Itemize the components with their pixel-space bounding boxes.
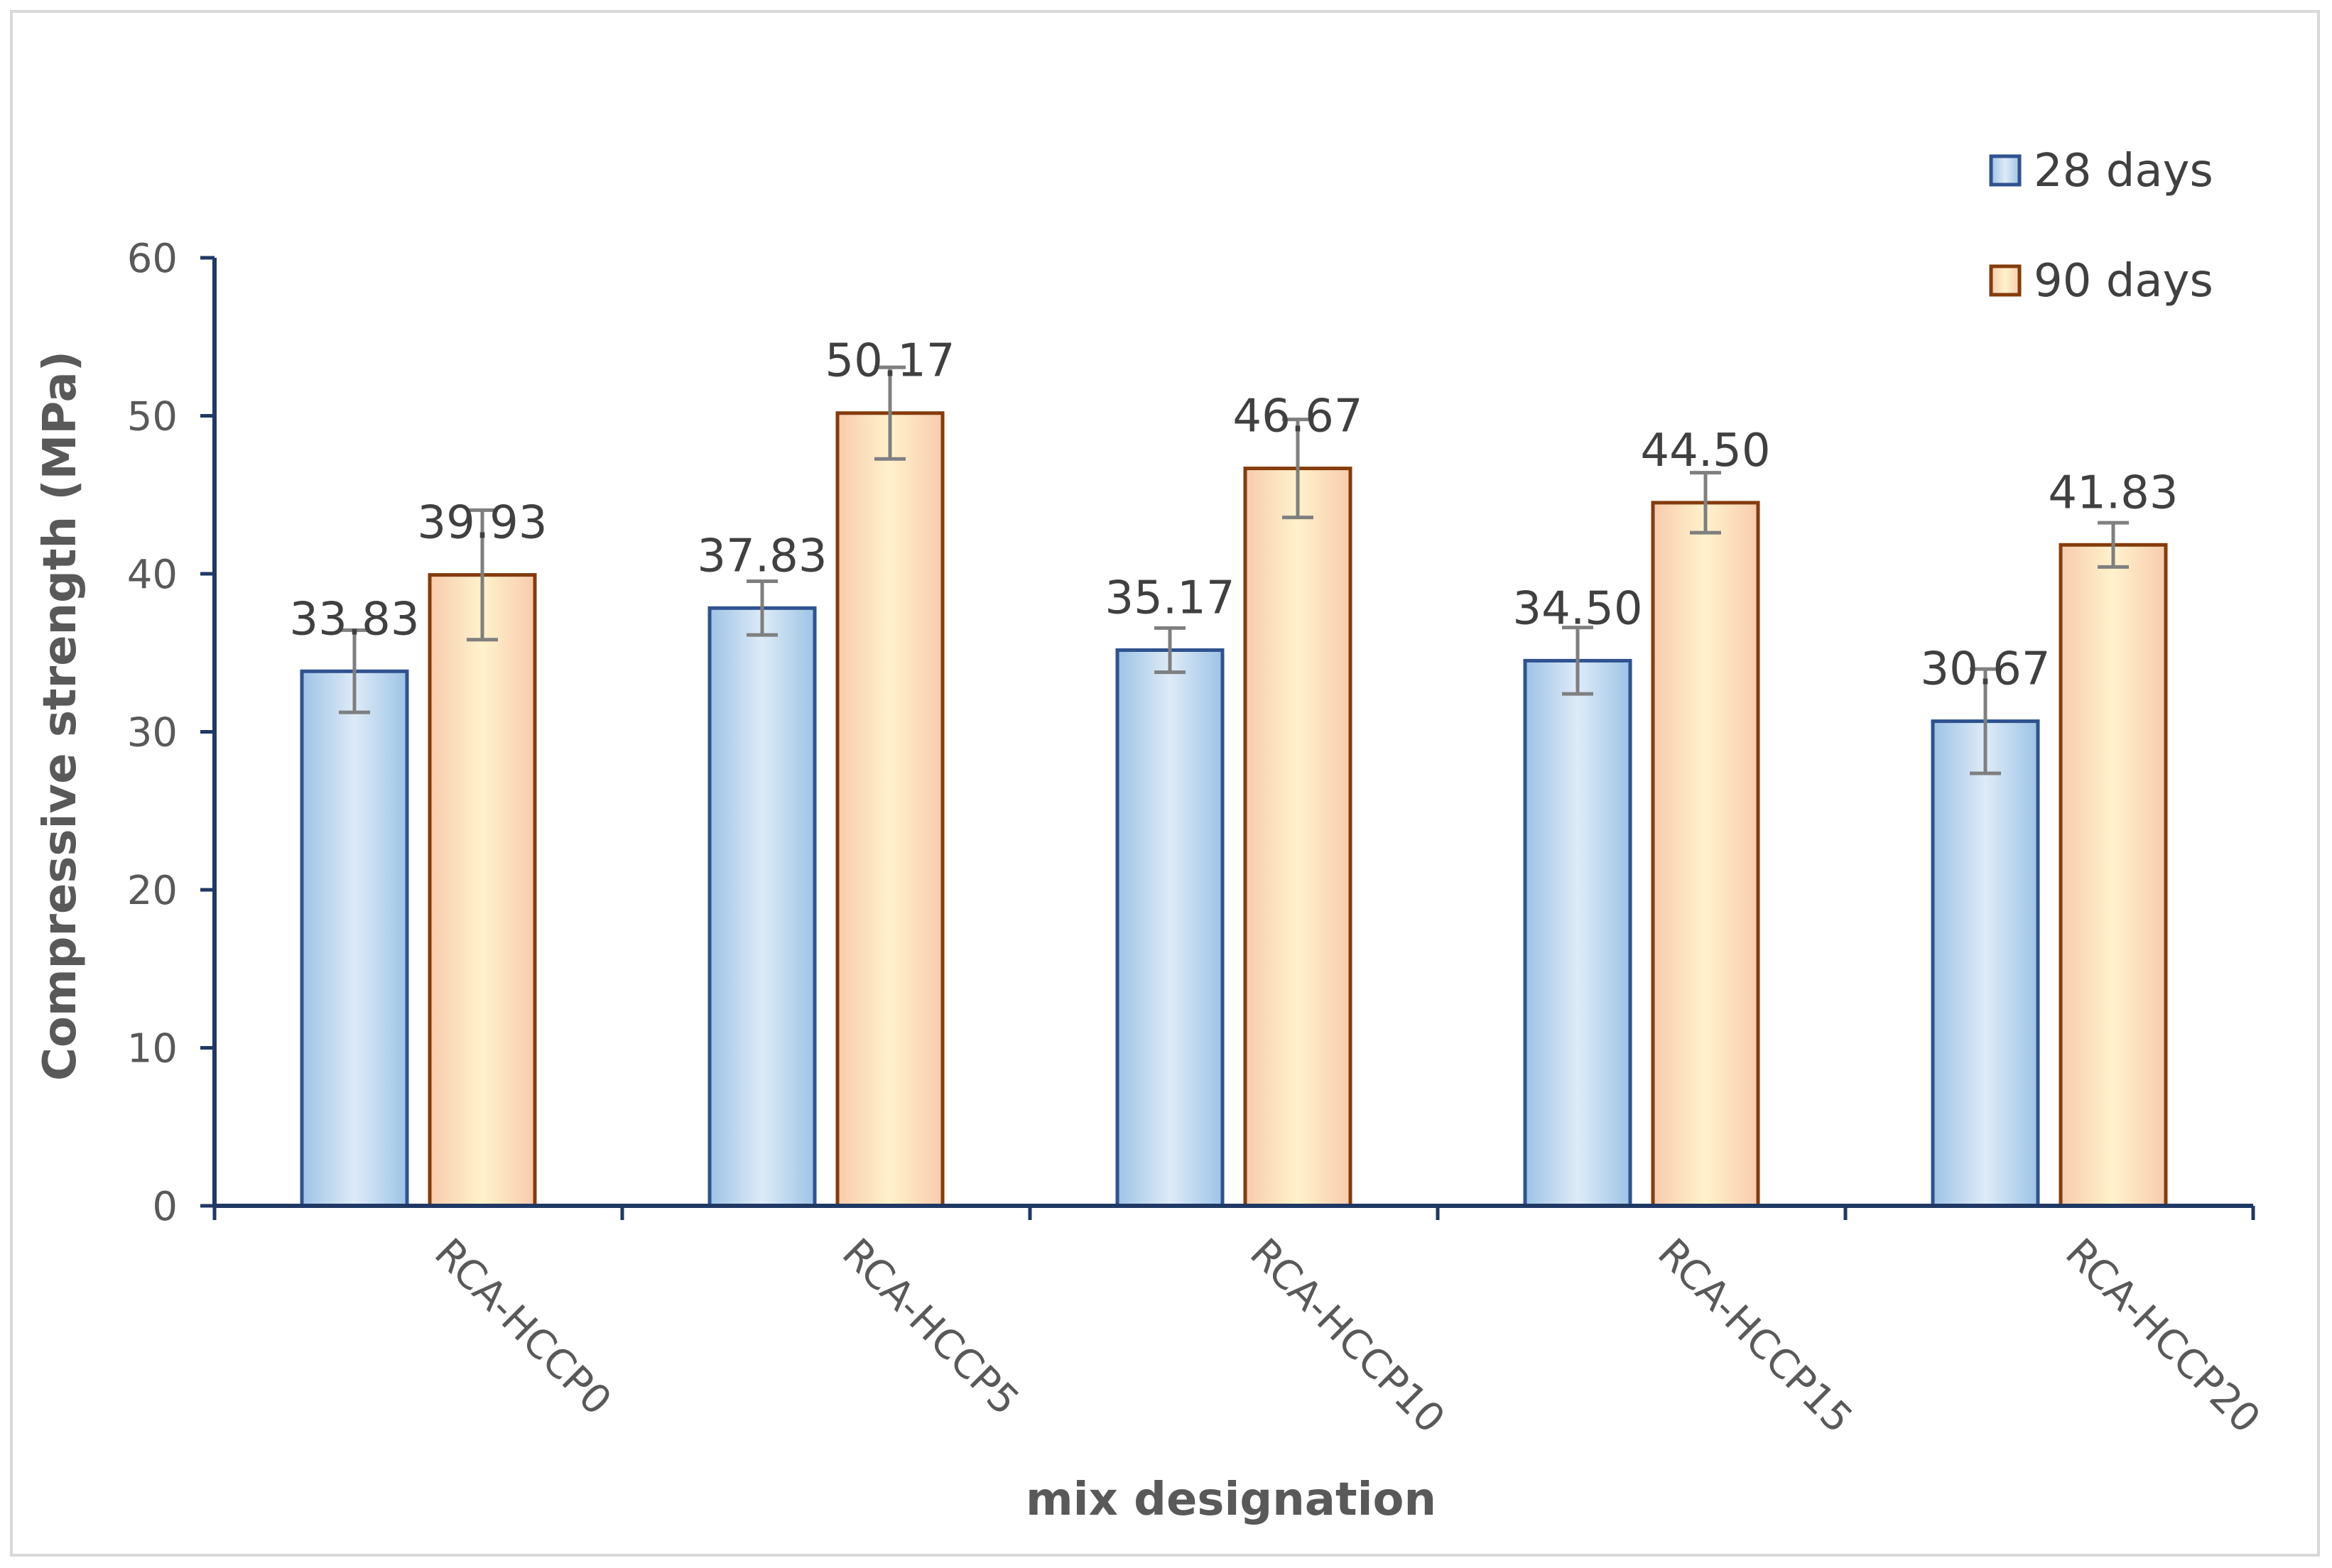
bar-90-days-rca-hccp20 [2059, 543, 2168, 1208]
data-label-90-days-rca-hccp15: 44.50 [1640, 425, 1770, 477]
error-bar-90-days-rca-hccp5 [874, 365, 906, 461]
legend-swatch-90-days [1989, 264, 2022, 297]
bar-chart: 33.83 39.93 RCA-HCCP0 37.83 50.17 RCA-HCCP5 35… [34, 145, 2269, 1526]
x-axis-title: mix designation [1026, 1474, 1436, 1526]
legend: 28 days 90 days [1989, 145, 2213, 307]
data-label-28-days-rca-hccp10: 35.17 [1105, 572, 1235, 624]
data-label-90-days-rca-hccp0: 39.93 [417, 497, 547, 550]
bar-28-days-rca-hccp10 [1115, 648, 1225, 1208]
y-tick-label-50: 50 [127, 394, 178, 440]
bar-90-days-rca-hccp0 [428, 573, 537, 1208]
axes-layer [200, 256, 2255, 1220]
bar-28-days-rca-hccp5 [707, 606, 817, 1208]
error-bars-layer [339, 365, 2129, 775]
chart-frame: 33.83 39.93 RCA-HCCP0 37.83 50.17 RCA-HCCP5 35… [10, 10, 2320, 1557]
error-bar-28-days-rca-hccp5 [747, 579, 778, 637]
y-tick-label-30: 30 [127, 710, 178, 756]
x-tick-label-rca-hccp20: RCA-HCCP20 [2056, 1230, 2269, 1442]
data-label-90-days-rca-hccp10: 46.67 [1232, 391, 1362, 443]
legend-label-28-days: 28 days [2034, 145, 2213, 197]
y-tick-label-20: 20 [127, 868, 178, 914]
y-axis-title: Compressive strength (MPa) [34, 351, 87, 1081]
data-label-90-days-rca-hccp20: 41.83 [2048, 467, 2178, 519]
y-tick-label-0: 0 [152, 1184, 178, 1230]
x-tick-label-rca-hccp0: RCA-HCCP0 [425, 1230, 620, 1425]
data-label-28-days-rca-hccp15: 34.50 [1512, 582, 1642, 635]
error-bar-28-days-rca-hccp15 [1562, 626, 1593, 696]
x-tick-label-rca-hccp10: RCA-HCCP10 [1241, 1230, 1453, 1442]
bar-90-days-rca-hccp15 [1651, 501, 1760, 1208]
error-bar-90-days-rca-hccp0 [467, 508, 498, 642]
data-label-28-days-rca-hccp5: 37.83 [697, 530, 827, 582]
bar-28-days-rca-hccp15 [1523, 658, 1632, 1208]
bar-28-days-rca-hccp20 [1931, 719, 2040, 1208]
error-bar-90-days-rca-hccp15 [1690, 471, 1721, 535]
legend-label-90-days: 90 days [2034, 255, 2213, 307]
bar-28-days-rca-hccp0 [300, 669, 409, 1208]
data-label-28-days-rca-hccp20: 30.67 [1920, 643, 2050, 696]
y-tick-label-10: 10 [127, 1026, 178, 1072]
data-label-28-days-rca-hccp0: 33.83 [289, 593, 419, 646]
bar-90-days-rca-hccp10 [1243, 467, 1352, 1208]
data-label-90-days-rca-hccp5: 50.17 [825, 335, 955, 388]
error-bar-90-days-rca-hccp20 [2098, 521, 2129, 569]
x-tick-label-rca-hccp15: RCA-HCCP15 [1649, 1230, 1861, 1442]
bar-90-days-rca-hccp5 [835, 411, 945, 1208]
error-bar-28-days-rca-hccp20 [1970, 667, 2001, 775]
bars-layer [300, 411, 2168, 1208]
legend-swatch-28-days [1989, 154, 2022, 187]
y-tick-label-60: 60 [127, 236, 178, 282]
error-bar-90-days-rca-hccp10 [1282, 418, 1313, 520]
x-tick-label-rca-hccp5: RCA-HCCP5 [833, 1230, 1028, 1425]
error-bar-28-days-rca-hccp0 [339, 628, 370, 714]
y-tick-label-40: 40 [127, 552, 178, 598]
error-bar-28-days-rca-hccp10 [1154, 626, 1186, 675]
